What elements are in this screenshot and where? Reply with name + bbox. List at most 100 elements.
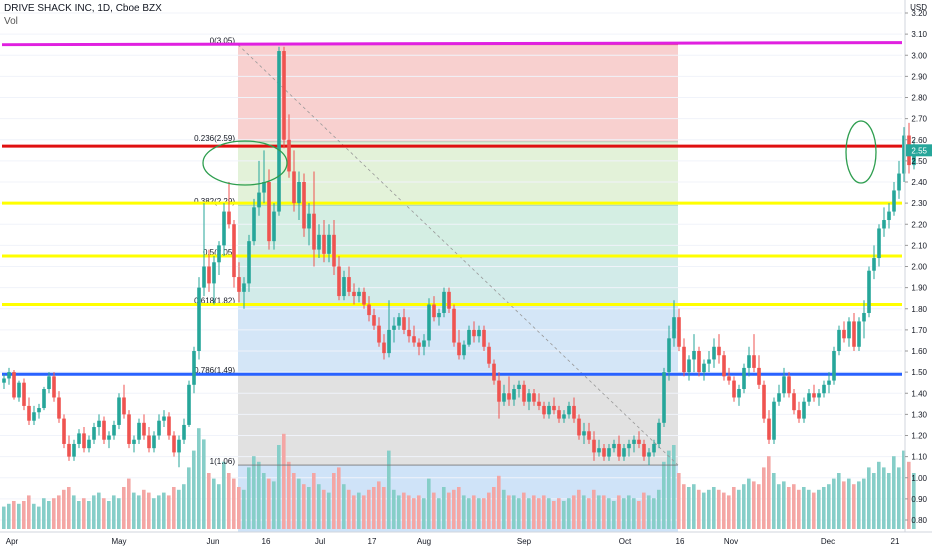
ellipse-annotation-december xyxy=(845,120,877,184)
candle-body xyxy=(157,420,161,436)
time-axis[interactable]: Apr May Jun 16 Jul 17 Aug Sep Oct 16 Nov Dec 21 xyxy=(0,531,932,546)
candle-body xyxy=(812,393,816,398)
price-tick-label: 2.00 xyxy=(911,263,927,272)
volume-bar xyxy=(847,478,851,529)
candle-body xyxy=(862,312,866,322)
candle-body xyxy=(607,448,611,457)
volume-bar xyxy=(297,478,301,529)
price-tick-label: 2.20 xyxy=(911,220,927,229)
candle-body xyxy=(12,372,16,398)
volume-bar xyxy=(57,495,61,529)
candle-body xyxy=(757,367,761,385)
volume-bar xyxy=(337,467,341,529)
time-tick-label: 17 xyxy=(368,537,377,546)
volume-bar xyxy=(472,495,476,529)
volume-bar xyxy=(582,495,586,529)
volume-bar xyxy=(777,484,781,529)
volume-bar xyxy=(812,492,816,529)
time-tick-label: 21 xyxy=(891,537,900,546)
candle-body xyxy=(182,424,186,440)
candle-body xyxy=(752,355,756,368)
volume-bar xyxy=(707,489,711,529)
volume-bar xyxy=(272,481,276,529)
volume-bar xyxy=(232,478,236,529)
volume-bar xyxy=(877,461,881,529)
candle-body xyxy=(852,321,856,347)
candle-body xyxy=(727,376,731,381)
price-tick-label: 2.10 xyxy=(911,241,927,250)
volume-bar xyxy=(892,456,896,529)
candle-body xyxy=(297,182,301,204)
candle-body xyxy=(302,182,306,229)
volume-bar xyxy=(312,473,316,529)
time-tick-label: May xyxy=(111,537,126,546)
volume-bar xyxy=(732,487,736,529)
candle-body xyxy=(82,433,86,449)
candle-body xyxy=(872,258,876,271)
volume-bar xyxy=(362,495,366,529)
candle-body xyxy=(387,329,391,354)
volume-bar xyxy=(172,487,176,529)
volume-bar xyxy=(872,473,876,529)
volume-bar xyxy=(802,487,806,529)
candle-body xyxy=(627,443,631,449)
volume-bar xyxy=(317,484,321,529)
candle-body xyxy=(282,51,286,140)
ellipse-annotations[interactable] xyxy=(202,120,877,186)
time-tick-label: 16 xyxy=(676,537,685,546)
volume-bar xyxy=(212,478,216,529)
volume-bar xyxy=(67,487,71,529)
volume-bar xyxy=(162,492,166,529)
price-tick-label: 1.00 xyxy=(911,474,927,483)
volume-bar xyxy=(512,495,516,529)
price-tick-label: 1.60 xyxy=(911,347,927,356)
candle-body xyxy=(582,431,586,436)
candle-body xyxy=(517,384,521,390)
volume-bar xyxy=(492,487,496,529)
candle-body xyxy=(842,329,846,339)
volume-bar xyxy=(302,484,306,529)
volume-bar xyxy=(417,495,421,529)
volume-bar xyxy=(447,492,451,529)
volume-bar xyxy=(177,489,181,529)
candle-body xyxy=(32,412,36,421)
volume-bar xyxy=(547,498,551,529)
volume-bar xyxy=(277,445,281,529)
volume-bars xyxy=(2,428,916,529)
candle-body xyxy=(442,291,446,313)
volume-bar xyxy=(562,501,566,529)
volume-bar xyxy=(912,473,916,529)
candle-body xyxy=(512,389,516,400)
volume-bar xyxy=(207,473,211,529)
volume-bar xyxy=(807,489,811,529)
candle-body xyxy=(537,401,541,406)
volume-bar xyxy=(217,484,221,529)
volume-bar xyxy=(52,498,56,529)
volume-bar xyxy=(682,484,686,529)
volume-bar xyxy=(487,492,491,529)
volume-bar xyxy=(87,501,91,529)
candle-body xyxy=(72,443,76,457)
volume-bar xyxy=(342,484,346,529)
candle-body xyxy=(892,190,896,212)
horizontal-lines[interactable] xyxy=(1,41,903,376)
volume-bar xyxy=(102,498,106,529)
candle-body xyxy=(257,192,261,208)
candle-body xyxy=(242,283,246,292)
candle-body xyxy=(187,384,191,425)
volume-bar xyxy=(712,487,716,529)
volume-bar xyxy=(347,489,351,529)
volume-bar xyxy=(827,484,831,529)
candle-body xyxy=(827,380,831,385)
volume-bar xyxy=(462,495,466,529)
price-tick-label: 1.80 xyxy=(911,305,927,314)
volume-bar xyxy=(717,489,721,529)
volume-bar xyxy=(452,489,456,529)
volume-bar xyxy=(17,503,21,529)
candle-body xyxy=(437,312,441,318)
candle-body xyxy=(527,393,531,402)
volume-bar xyxy=(787,487,791,529)
candle-body xyxy=(477,329,481,337)
